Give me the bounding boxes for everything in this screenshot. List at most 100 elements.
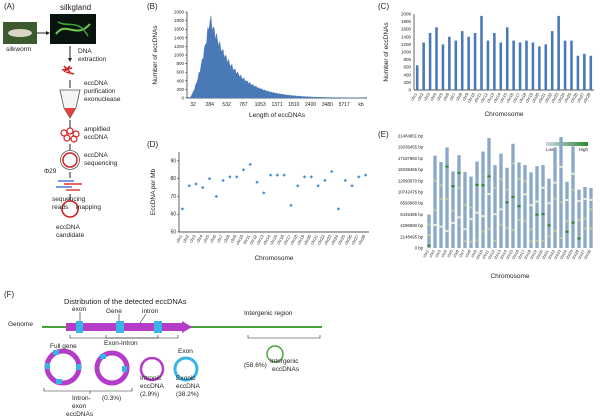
genome-diagram (42, 312, 322, 394)
hotspot-band (535, 213, 539, 216)
column-chr15 (511, 143, 515, 248)
bar-chr4 (435, 27, 438, 90)
y-tick-label: 17187960 bp (398, 156, 424, 161)
silkworm-body (8, 29, 32, 37)
y-tick-label: 600 (176, 70, 184, 75)
x-axis-label: Chromosome (254, 255, 293, 262)
silkgland-label: silkgland (60, 3, 92, 12)
hotspot-band (577, 237, 581, 240)
x-tick-label: chr10 (235, 233, 245, 245)
x-tick-label: chr1 (410, 91, 419, 101)
step-seq-eccdna: eccDNA (84, 152, 108, 159)
y-tick-label: 400 (176, 78, 184, 83)
y-tick-label: 50 (170, 230, 176, 236)
x-tick-label: chr7 (216, 233, 225, 243)
x-tick-label: chr7 (458, 248, 467, 258)
column-chr9 (475, 161, 479, 248)
panel-b-letter: (B) (147, 2, 158, 11)
point-chr11 (248, 162, 252, 167)
x-tick-label: 32 (190, 102, 196, 108)
hotspot-band (583, 217, 587, 220)
x-tick-label: chr24 (556, 91, 566, 103)
bar-chr26 (576, 55, 580, 90)
hotspot-band (529, 228, 533, 231)
x-tick-label: chr27 (350, 233, 360, 245)
x-tick-label: chr10 (475, 248, 485, 260)
hotspot-band (475, 239, 479, 242)
hotspot-band (529, 240, 533, 243)
point-chr5 (207, 176, 212, 181)
hotspot-band (511, 195, 515, 198)
x-tick-label: kb (358, 102, 364, 108)
intron-label: intron (142, 308, 159, 315)
x-tick-label: chr28 (582, 91, 592, 103)
x-tick-label: 1810 (288, 102, 299, 108)
x-tick-label: chr17 (517, 248, 527, 260)
step-candidate-eccdna: eccDNA (56, 224, 80, 231)
x-tick-label: chr28 (357, 233, 367, 245)
hotspot-band (427, 233, 431, 236)
x-tick-label: chr8 (455, 91, 464, 101)
x-tick-label: chr21 (537, 91, 547, 103)
column-chr14 (505, 167, 509, 248)
bar-chr20 (538, 46, 541, 90)
x-tick-label: chr13 (486, 91, 496, 103)
x-tick-label: chr16 (275, 233, 285, 245)
hotspot-band (505, 227, 509, 230)
x-tick-label: 5717 (339, 102, 350, 108)
x-tick-label: chr12 (248, 233, 258, 245)
hotspot-band (487, 228, 491, 231)
x-tick-label: chr20 (303, 233, 313, 245)
x-tick-label: chr10 (466, 91, 476, 103)
hotspot-band (511, 162, 515, 165)
bar-chr28 (589, 55, 593, 90)
x-tick-label: chr15 (505, 248, 515, 260)
exon-intron-circle (94, 350, 130, 386)
y-tick-label: 800 (403, 57, 411, 62)
y-axis-label: Number of eccDNAs (383, 22, 390, 82)
bar-chr8 (460, 31, 464, 91)
point-chr2 (187, 184, 191, 188)
hotspot-band (457, 171, 461, 174)
point-chr21 (316, 184, 320, 188)
point-chr17 (289, 203, 293, 208)
hotspot-band (433, 209, 437, 212)
point-chr27 (357, 175, 361, 179)
x-tick-label: chr5 (446, 248, 455, 258)
exon-label: exon (72, 306, 87, 313)
point-chr23 (329, 169, 334, 174)
bar-chr27 (583, 53, 586, 90)
x-tick-label: chr3 (434, 248, 443, 258)
exon-block-3 (154, 321, 162, 333)
x-axis-label: Length of eccDNAs (249, 112, 306, 119)
hotspot-band (469, 240, 473, 243)
exon-circle-label: Exon (178, 348, 193, 355)
hotspot-band (541, 239, 545, 242)
hotspot-band (559, 165, 563, 168)
step-eccdna: eccDNA (84, 80, 108, 87)
step-dna: DNA (78, 48, 92, 55)
x-tick-label: chr8 (222, 233, 231, 243)
y-tick-label: 2148495 bp (400, 234, 423, 239)
x-tick-label: chr25 (565, 248, 575, 260)
x-tick-label: chr3 (188, 233, 197, 243)
step-reads: reads (52, 204, 69, 211)
genome-label: Genome (8, 321, 33, 328)
y-tick-label: 4296990 bp (400, 223, 423, 228)
step-seq: sequencing (84, 160, 118, 167)
hotspot-band (505, 201, 509, 204)
y-tick-label: 60 (170, 212, 176, 218)
x-tick-label: chr4 (195, 233, 204, 243)
hotspot-band (541, 213, 545, 216)
hotspot-band (589, 227, 593, 230)
x-tick-label: chr3 (423, 91, 432, 101)
x-tick-label: chr16 (505, 91, 515, 103)
x-tick-label: chr6 (452, 248, 461, 258)
x-tick-label: chr12 (479, 91, 489, 103)
column-chr2 (433, 155, 437, 248)
column-chr21 (547, 178, 551, 248)
column-chr25 (571, 146, 575, 248)
x-tick-label: chr25 (337, 233, 347, 245)
step-amplified-eccdna: eccDNA (84, 134, 108, 141)
point-chr22 (323, 178, 327, 183)
